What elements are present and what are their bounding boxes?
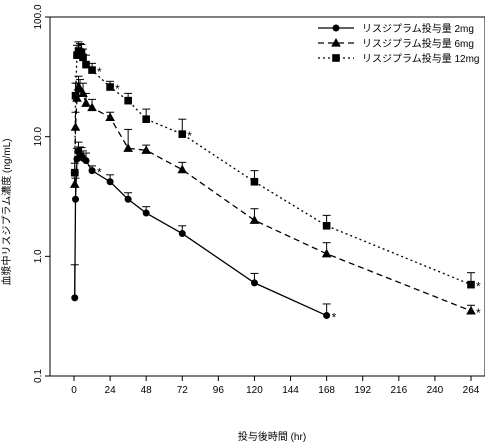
data-point-triangle bbox=[78, 88, 88, 97]
x-tick-label: 72 bbox=[177, 385, 189, 396]
significance-asterisk: * bbox=[476, 306, 481, 320]
data-point-square bbox=[178, 130, 187, 138]
x-tick-label: 120 bbox=[246, 385, 263, 396]
data-point-square bbox=[79, 53, 87, 62]
y-tick-label: 1.0 bbox=[33, 249, 44, 263]
legend-label: リスジプラム投与量 2mg bbox=[362, 22, 474, 35]
data-point-square bbox=[70, 168, 79, 177]
data-point-triangle bbox=[177, 164, 188, 174]
x-tick-label: 96 bbox=[213, 385, 225, 396]
series-line bbox=[74, 49, 472, 286]
significance-asterisk: * bbox=[97, 65, 102, 79]
legend-label: リスジプラム投与量 12mg bbox=[362, 52, 480, 65]
y-tick-label: 10.0 bbox=[33, 126, 44, 146]
x-tick-label: 264 bbox=[463, 385, 480, 396]
legend-label: リスジプラム投与量 6mg bbox=[362, 37, 474, 50]
series-line bbox=[74, 149, 327, 317]
data-point-triangle bbox=[105, 112, 115, 121]
x-tick-label: 216 bbox=[390, 385, 407, 396]
significance-asterisk: * bbox=[97, 166, 102, 180]
data-point-square bbox=[77, 49, 86, 57]
x-axis-label: 投与後時間 (hr) bbox=[238, 430, 306, 443]
data-point-triangle bbox=[81, 98, 91, 107]
data-point-square bbox=[467, 280, 475, 289]
data-point-circle bbox=[332, 24, 340, 32]
significance-asterisk: * bbox=[476, 280, 481, 294]
y-tick-label: 0.1 bbox=[33, 369, 44, 383]
data-point-square bbox=[71, 91, 80, 100]
significance-asterisk: * bbox=[115, 82, 120, 96]
data-point-square bbox=[106, 83, 114, 91]
x-tick-label: 0 bbox=[71, 385, 77, 396]
data-point-circle bbox=[250, 279, 258, 287]
x-tick-label: 144 bbox=[282, 385, 299, 396]
x-tick-label: 240 bbox=[427, 385, 444, 396]
x-tick-label: 192 bbox=[354, 385, 371, 396]
data-point-circle bbox=[323, 312, 331, 320]
legend-item: リスジプラム投与量 6mg bbox=[318, 37, 474, 50]
data-point-triangle bbox=[141, 145, 151, 154]
x-tick-label: 48 bbox=[141, 385, 153, 396]
data-point-circle bbox=[142, 209, 150, 217]
y-axis-label: 血漿中リスジプラム濃度 (ng/mL) bbox=[0, 139, 13, 286]
data-point-square bbox=[250, 177, 259, 186]
legend-item: リスジプラム投与量 12mg bbox=[318, 52, 480, 65]
data-point-square bbox=[88, 66, 96, 74]
data-point-square bbox=[322, 221, 331, 230]
legend: リスジプラム投与量 2mg リスジプラム投与量 6mg リスジプラム投与量 12mg bbox=[318, 22, 480, 65]
plot-frame bbox=[49, 16, 485, 377]
series-square: * * * * bbox=[70, 41, 481, 294]
x-tick-label: 24 bbox=[105, 385, 117, 396]
data-point-triangle bbox=[466, 305, 476, 315]
legend-item: リスジプラム投与量 2mg bbox=[318, 22, 474, 35]
data-point-triangle bbox=[331, 38, 341, 47]
data-point-triangle bbox=[249, 215, 260, 224]
data-point-square bbox=[332, 54, 340, 62]
series-circle: ** bbox=[70, 141, 337, 325]
data-point-circle bbox=[72, 195, 80, 203]
data-point-circle bbox=[82, 157, 90, 165]
data-point-circle bbox=[178, 230, 186, 238]
data-point-triangle bbox=[123, 143, 133, 152]
data-point-triangle bbox=[69, 179, 80, 188]
data-point-square bbox=[82, 60, 90, 69]
significance-asterisk: * bbox=[332, 311, 337, 325]
significance-asterisk: * bbox=[187, 129, 192, 143]
x-tick-label: 168 bbox=[318, 385, 335, 396]
data-point-triangle bbox=[321, 248, 332, 258]
data-point-circle bbox=[71, 294, 79, 302]
data-point-circle bbox=[88, 167, 96, 175]
plot-area: ** ***** bbox=[69, 41, 481, 325]
data-point-square bbox=[142, 115, 150, 123]
data-point-circle bbox=[106, 178, 114, 186]
data-point-circle bbox=[124, 195, 132, 203]
data-point-triangle bbox=[87, 102, 97, 112]
series-triangle: * bbox=[69, 75, 481, 320]
y-tick-label: 100.0 bbox=[33, 4, 44, 29]
axes: 0.1 1.0 10.0 100.0 0 24 48 72 96 120 144 168 192 216 2… bbox=[33, 4, 485, 396]
data-point-square bbox=[124, 96, 132, 105]
series-line bbox=[74, 85, 472, 312]
